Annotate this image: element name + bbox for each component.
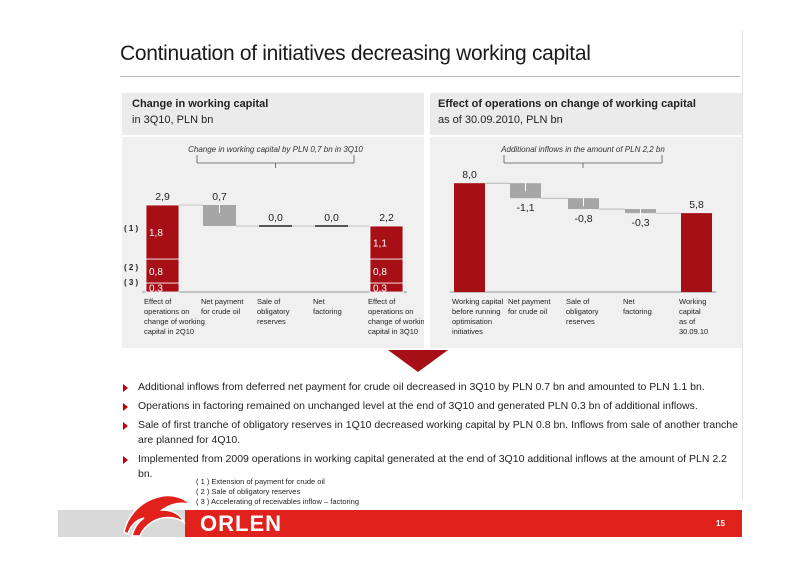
stacked-bar-segment [145,258,180,284]
category-label: reserves [257,317,286,326]
bullet-icon [123,456,128,464]
category-label: Sale of [257,297,281,306]
bullet-text: Additional inflows from deferred net pay… [138,381,705,393]
right-panel-heading: Effect of operations on change of workin… [438,98,696,110]
bullet-icon [123,403,128,411]
arrow-down-icon [388,350,448,372]
segment-value-label: 0,3 [149,284,163,295]
stacked-bar-segment [369,225,404,260]
category-label: change of working [144,317,205,326]
bar-value-label: 0,0 [268,212,283,224]
stacked-bar-segment [369,258,404,284]
bullet-item: Implemented from 2009 operations in work… [121,452,741,482]
bullet-text: Sale of first tranche of obligatory rese… [138,419,738,446]
category-label: operations on [368,307,413,316]
page-number: 15 [716,519,725,528]
category-label: change of working [368,317,424,326]
bullet-text: Implemented from 2009 operations in work… [138,453,727,480]
bullet-item: Sale of first tranche of obligatory rese… [121,418,741,448]
category-label: optimisation [452,317,492,326]
bullet-item: Additional inflows from deferred net pay… [121,380,741,395]
segment-value-label: 1,1 [373,239,387,250]
orlen-logo-text: ORLEN [200,511,282,536]
right-waterfall-chart: Additional inflows in the amount of PLN … [450,145,716,336]
category-label: Working capital [452,297,503,306]
brace-caption: Additional inflows in the amount of PLN … [500,145,665,154]
bar-value-label: -1,1 [516,202,534,214]
right-panel-subheading: as of 30.09.2010, PLN bn [438,114,563,126]
category-label: Sale of [566,297,590,306]
segment-value-label: 1,8 [149,228,163,239]
right-chart-panel: Effect of operations on change of workin… [430,93,742,348]
bar-value-label: 5,8 [689,199,704,211]
category-label: capital [679,307,701,316]
left-panel-subheading: in 3Q10, PLN bn [132,114,214,126]
category-label: as of [679,317,696,326]
segment-value-label: 0,8 [373,267,387,278]
category-label: for crude oil [508,307,548,316]
bar-value-label: 0,7 [212,191,227,203]
category-label: reserves [566,317,595,326]
category-label: Net [313,297,326,306]
bar-value-label: -0,8 [574,213,592,225]
bar-value-label: 2,9 [155,191,170,203]
footer-red-bar [185,510,742,537]
right-divider [742,30,743,500]
category-label: capital in 3Q10 [368,327,418,336]
segment-tag-label: ( 2 ) [124,263,139,272]
bar-value-label: 8,0 [462,169,477,181]
bullet-list: Additional inflows from deferred net pay… [121,380,741,486]
bullet-icon [123,384,128,392]
left-panel-header: Change in working capital in 3Q10, PLN b… [122,93,424,137]
bullet-icon [123,422,128,430]
bullet-item: Operations in factoring remained on unch… [121,399,741,414]
total-bar [681,213,712,292]
category-label: obligatory [566,307,599,316]
bar-value-label: 0,0 [324,212,339,224]
orlen-eagle-logo-icon [123,494,193,537]
category-label: Net payment [201,297,244,306]
category-label: factoring [623,307,652,316]
brace-bracket [503,155,663,164]
brace-bracket [196,155,355,164]
category-label: Net payment [508,297,551,306]
category-label: before running [452,307,500,316]
category-label: Net [623,297,636,306]
category-label: capital in 2Q10 [144,327,194,336]
bullet-text: Operations in factoring remained on unch… [138,400,698,412]
footnote-legend: ( 1 ) Extension of payment for crude oil… [196,477,359,507]
bar-value-label: -0,3 [631,217,649,229]
brace-caption: Change in working capital by PLN 0,7 bn … [188,145,363,154]
title-divider [120,76,740,77]
delta-bar [203,205,236,226]
legend-item: ( 2 ) Sale of obligatory reserves [196,487,301,496]
category-label: for crude oil [201,307,241,316]
right-panel-header: Effect of operations on change of workin… [430,93,742,137]
category-label: 30.09.10 [679,327,708,336]
legend-item: ( 3 ) Accelerating of receivables inflow… [196,497,359,506]
category-label: initiatives [452,327,483,336]
category-label: operations on [144,307,189,316]
stacked-bar-segment [145,204,180,260]
category-label: Effect of [144,297,172,306]
category-label: Effect of [368,297,396,306]
segment-tag-label: ( 1 ) [124,224,139,233]
category-label: obligatory [257,307,290,316]
segment-value-label: 0,3 [373,284,387,295]
left-waterfall-chart: Change in working capital by PLN 0,7 bn … [124,145,424,336]
page-title: Continuation of initiatives decreasing w… [120,42,591,65]
left-chart-panel: Change in working capital in 3Q10, PLN b… [122,93,424,348]
legend-item: ( 1 ) Extension of payment for crude oil [196,477,325,486]
category-label: factoring [313,307,342,316]
category-label: Working [679,297,706,306]
total-bar [454,183,485,292]
left-panel-heading: Change in working capital [132,98,269,110]
segment-tag-label: ( 3 ) [124,278,139,287]
bar-value-label: 2,2 [379,212,394,224]
segment-value-label: 0,8 [149,267,163,278]
